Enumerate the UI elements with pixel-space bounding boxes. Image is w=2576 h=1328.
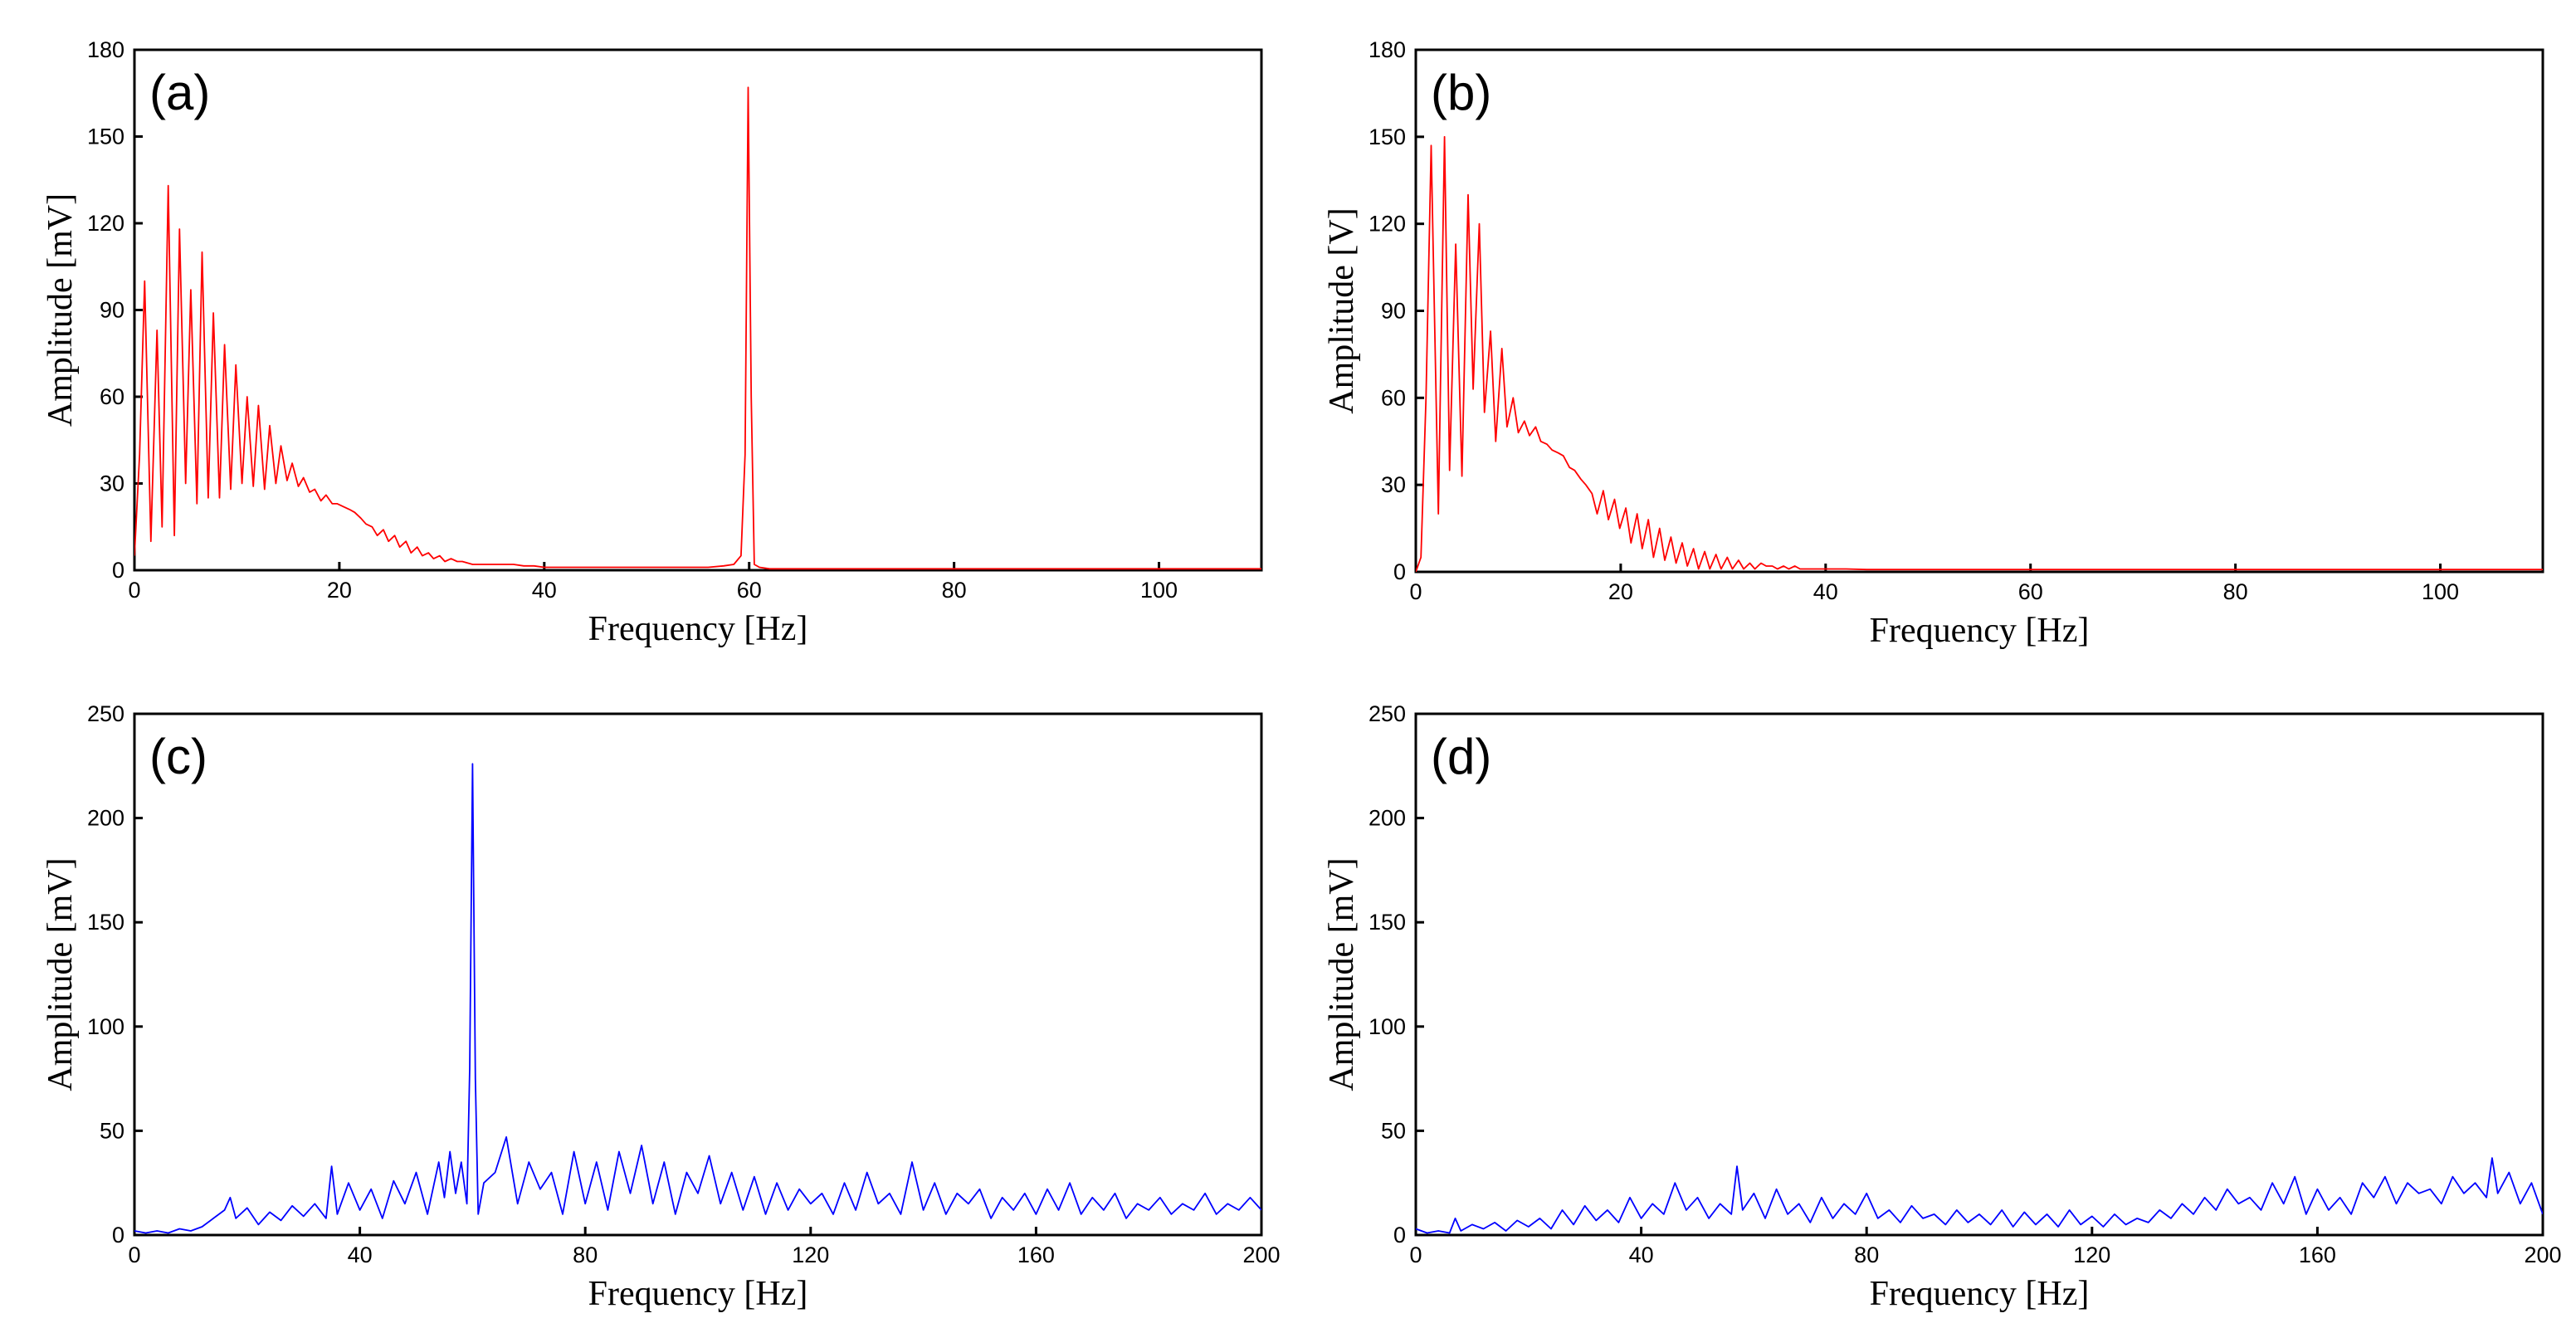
- chart-4-y-tick-label: 150: [1368, 910, 1406, 935]
- chart-1-y-tick-label: 150: [87, 124, 124, 149]
- chart-2-y-tick-label: 60: [1381, 385, 1406, 410]
- chart-3-x-tick-label: 160: [1017, 1243, 1055, 1267]
- chart-4-y-axis-title: Amplitude [mV]: [1323, 857, 1361, 1091]
- chart-4-y-tick-label: 100: [1368, 1014, 1406, 1039]
- chart-2-x-tick-label: 80: [2223, 579, 2248, 604]
- chart-4-panel-label: (d): [1431, 729, 1491, 784]
- chart-2-panel-label: (b): [1431, 65, 1491, 120]
- chart-2-y-tick-label: 180: [1368, 37, 1406, 62]
- chart-3-x-tick-label: 40: [348, 1243, 373, 1267]
- chart-4-x-tick-label: 160: [2299, 1243, 2336, 1267]
- chart-1-y-tick-label: 30: [100, 471, 124, 496]
- chart-2-y-tick-label: 90: [1381, 299, 1406, 324]
- chart-2-y-tick-label: 0: [1393, 559, 1406, 584]
- chart-3-x-axis-title: Frequency [Hz]: [588, 1275, 808, 1313]
- chart-2-y-tick-label: 30: [1381, 472, 1406, 497]
- chart-4-x-tick-label: 40: [1629, 1243, 1654, 1267]
- chart-4-series-line: [1416, 1157, 2543, 1234]
- chart-4: 0 40 80 120 160 200 0 50 100 150 200 250 Frequency […: [1323, 701, 2562, 1313]
- chart-4-x-axis-title: Frequency [Hz]: [1870, 1275, 2090, 1313]
- chart-1-series-line: [134, 86, 1261, 570]
- chart-4-x-tick-label: 0: [1409, 1243, 1422, 1267]
- chart-3-panel-label: (c): [149, 729, 207, 784]
- chart-2-x-tick-label: 20: [1608, 579, 1633, 604]
- chart-3-x-tick-label: 80: [573, 1243, 598, 1267]
- chart-4-frame: [1414, 712, 2544, 1237]
- chart-3-y-tick-label: 200: [87, 806, 124, 831]
- chart-1-x-tick-label: 40: [532, 578, 557, 603]
- chart-1-x-tick-label: 60: [737, 578, 762, 603]
- chart-1: 0 20 40 60 80 100 0 30 60 90 120 150 180 Frequency [H…: [41, 37, 1263, 648]
- chart-1-y-axis-title: Amplitude [mV]: [41, 193, 80, 427]
- chart-1-y-tick-label: 180: [87, 37, 124, 62]
- chart-3-y-tick-label: 150: [87, 910, 124, 935]
- chart-3-series-line: [134, 763, 1261, 1234]
- chart-1-x-tick-label: 0: [128, 578, 140, 603]
- chart-1-x-tick-label: 100: [1140, 578, 1178, 603]
- chart-2-y-tick-label: 150: [1368, 124, 1406, 149]
- chart-3-y-tick-label: 50: [100, 1118, 124, 1143]
- chart-2-x-tick-label: 0: [1409, 579, 1422, 604]
- chart-4-x-tick-label: 120: [2073, 1243, 2110, 1267]
- chart-1-y-tick-label: 60: [100, 384, 124, 409]
- chart-1-frame: [133, 48, 1263, 572]
- chart-4-x-tick-label: 200: [2524, 1243, 2561, 1267]
- chart-3-y-tick-label: 250: [87, 701, 124, 726]
- chart-3-y-tick-label: 0: [112, 1223, 124, 1247]
- chart-4-y-tick-label: 50: [1381, 1118, 1406, 1143]
- chart-2-series-line: [1416, 135, 2543, 572]
- chart-1-y-tick-label: 90: [100, 298, 124, 323]
- chart-3-x-tick-label: 120: [792, 1243, 829, 1267]
- chart-2-x-tick-label: 40: [1813, 579, 1838, 604]
- chart-4-y-tick-label: 250: [1368, 701, 1406, 726]
- chart-3-y-tick-label: 100: [87, 1014, 124, 1039]
- chart-3-x-tick-label: 0: [128, 1243, 140, 1267]
- chart-3-frame: [133, 712, 1263, 1237]
- chart-4-x-tick-label: 80: [1854, 1243, 1879, 1267]
- chart-1-panel-label: (a): [149, 65, 210, 120]
- chart-1-y-tick-label: 0: [112, 558, 124, 583]
- chart-1-y-tick-label: 120: [87, 211, 124, 236]
- chart-2-x-tick-label: 100: [2422, 579, 2459, 604]
- chart-2: 0 20 40 60 80 100 0 30 60 90 120 150 180 Frequency [H…: [1323, 37, 2544, 650]
- chart-2-frame: [1414, 48, 2544, 574]
- chart-2-x-tick-label: 60: [2018, 579, 2043, 604]
- chart-1-x-tick-label: 80: [942, 578, 967, 603]
- chart-4-y-tick-label: 200: [1368, 806, 1406, 831]
- chart-3-y-axis-title: Amplitude [mV]: [41, 857, 80, 1091]
- chart-2-y-axis-title: Amplitude [V]: [1323, 208, 1361, 413]
- chart-3: 0 40 80 120 160 200 0 50 100 150 200 250 Frequency […: [41, 701, 1281, 1313]
- chart-1-x-axis-title: Frequency [Hz]: [588, 610, 808, 648]
- chart-4-y-tick-label: 0: [1393, 1223, 1406, 1247]
- chart-2-x-axis-title: Frequency [Hz]: [1870, 612, 2090, 650]
- chart-3-x-tick-label: 200: [1242, 1243, 1280, 1267]
- chart-1-x-tick-label: 20: [327, 578, 352, 603]
- chart-2-y-tick-label: 120: [1368, 212, 1406, 237]
